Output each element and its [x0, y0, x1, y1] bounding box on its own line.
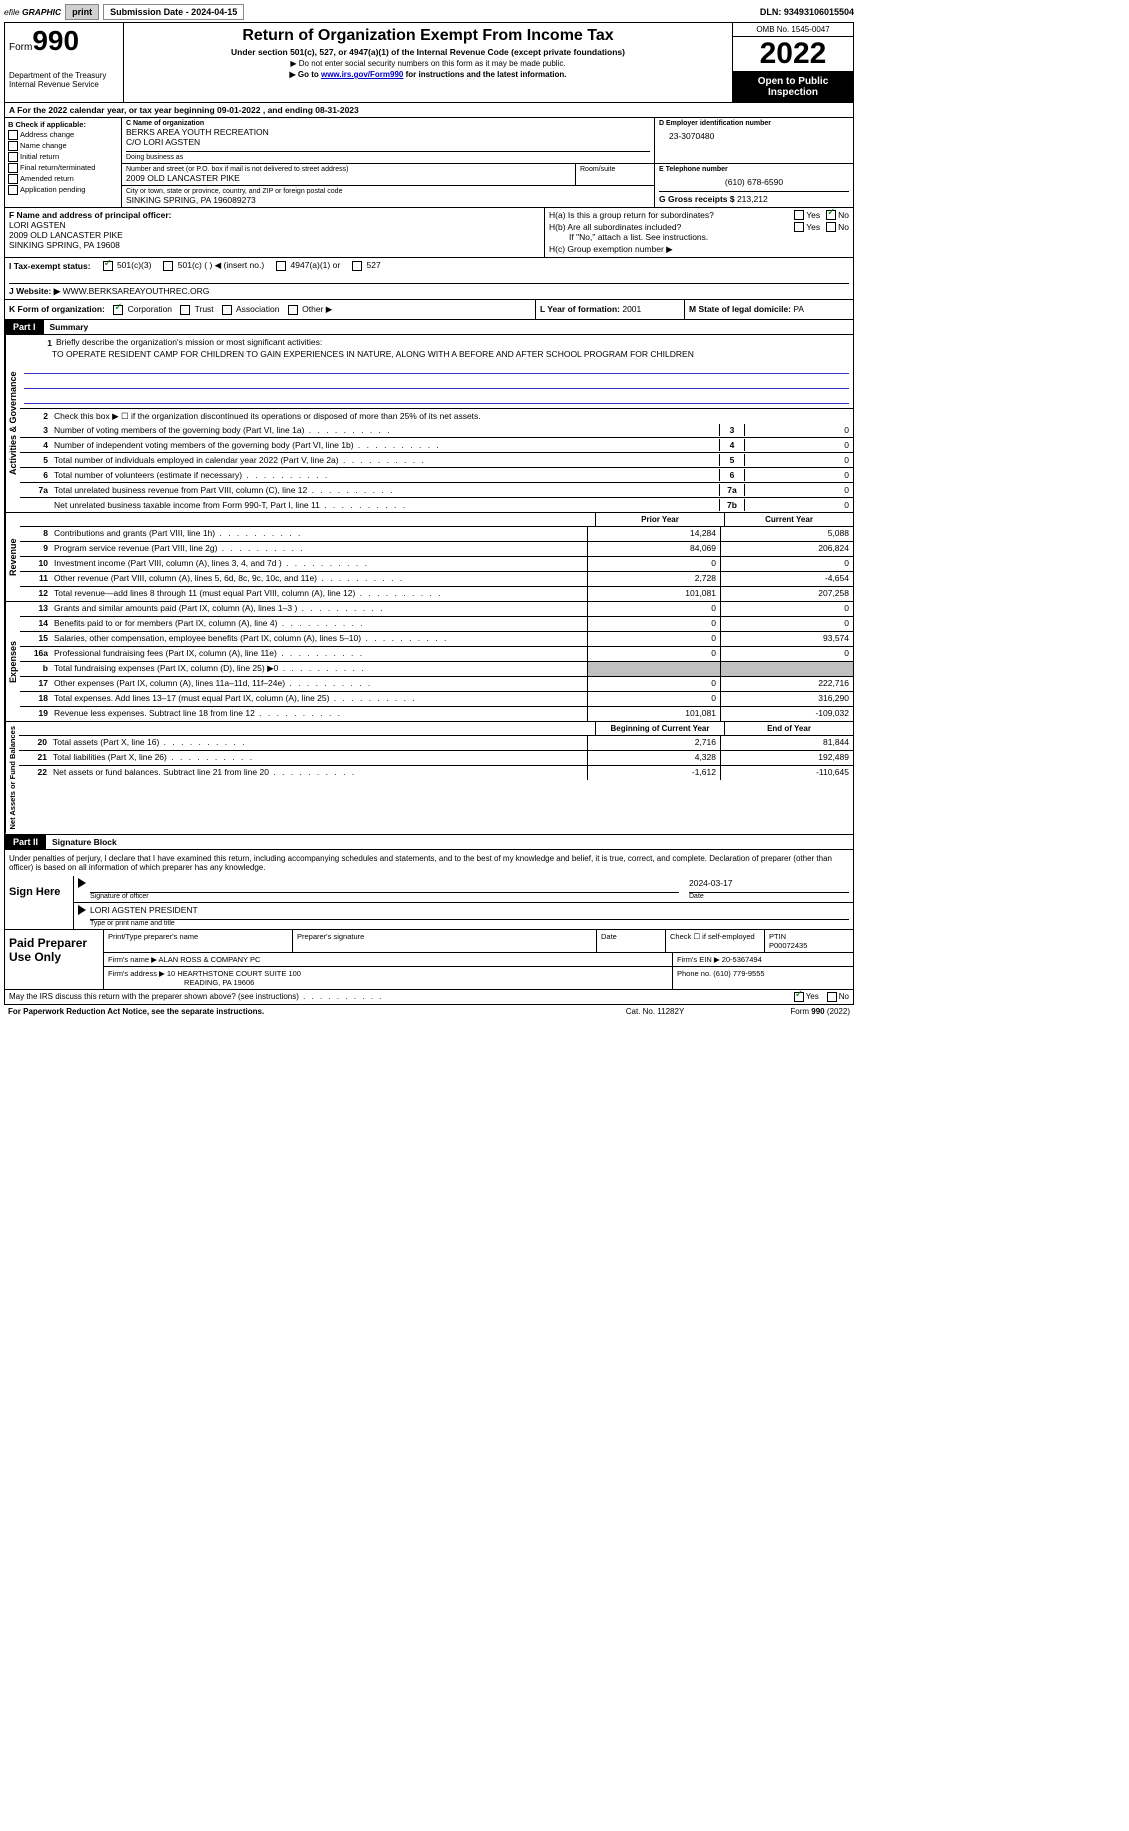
- summary-row: 4Number of independent voting members of…: [20, 438, 853, 453]
- website-url: WWW.BERKSAREAYOUTHREC.ORG: [63, 286, 210, 296]
- principal-officer: F Name and address of principal officer:…: [5, 208, 545, 257]
- print-button[interactable]: print: [65, 4, 99, 20]
- data-row: bTotal fundraising expenses (Part IX, co…: [20, 662, 853, 677]
- footer-row: For Paperwork Reduction Act Notice, see …: [4, 1005, 854, 1018]
- data-row: 22Net assets or fund balances. Subtract …: [19, 766, 853, 780]
- checkbox-name-change[interactable]: [8, 141, 18, 151]
- tax-year-line: A For the 2022 calendar year, or tax yea…: [4, 103, 854, 118]
- entity-info-block: B Check if applicable: Address change Na…: [4, 118, 854, 208]
- checkbox-501c3[interactable]: [103, 261, 113, 271]
- form-id-block: Form990 Department of the Treasury Inter…: [5, 23, 124, 102]
- summary-row: 5Total number of individuals employed in…: [20, 453, 853, 468]
- check-if-applicable: B Check if applicable: Address change Na…: [5, 118, 122, 207]
- checkbox-527[interactable]: [352, 261, 362, 271]
- data-row: 20Total assets (Part X, line 16)2,71681,…: [19, 736, 853, 751]
- checkbox-assoc[interactable]: [222, 305, 232, 315]
- form-title-block: Return of Organization Exempt From Incom…: [124, 23, 732, 102]
- tax-status-row: I Tax-exempt status: 501(c)(3) 501(c) ( …: [4, 258, 854, 300]
- irs-link[interactable]: www.irs.gov/Form990: [321, 70, 403, 79]
- signature-block: Under penalties of perjury, I declare th…: [4, 850, 854, 930]
- data-row: 8Contributions and grants (Part VIII, li…: [20, 527, 853, 542]
- checkbox-ha-yes[interactable]: [794, 210, 804, 220]
- address-block: Number and street (or P.O. box if mail i…: [122, 164, 654, 207]
- checkbox-ha-no[interactable]: [826, 210, 836, 220]
- dln-label: DLN: 93493106015504: [760, 7, 854, 17]
- summary-row: 7aTotal unrelated business revenue from …: [20, 483, 853, 498]
- arrow-icon: [78, 878, 86, 888]
- mission-box: 1Briefly describe the organization's mis…: [20, 335, 853, 409]
- part1-header: Part I Summary: [4, 320, 854, 335]
- data-row: 21Total liabilities (Part X, line 26)4,3…: [19, 751, 853, 766]
- checkbox-501c[interactable]: [163, 261, 173, 271]
- year-block: OMB No. 1545-0047 2022 Open to Public In…: [732, 23, 853, 102]
- org-name-block: C Name of organization BERKS AREA YOUTH …: [122, 118, 655, 163]
- form-header: Form990 Department of the Treasury Inter…: [4, 22, 854, 103]
- checkbox-hb-no[interactable]: [826, 222, 836, 232]
- checkbox-other[interactable]: [288, 305, 298, 315]
- revenue-block: Revenue Prior Year Current Year 8Contrib…: [4, 513, 854, 602]
- activities-governance: Activities & Governance 1Briefly describ…: [4, 335, 854, 513]
- checkbox-4947[interactable]: [276, 261, 286, 271]
- data-row: 12Total revenue—add lines 8 through 11 (…: [20, 587, 853, 601]
- checkbox-hb-yes[interactable]: [794, 222, 804, 232]
- summary-row: Net unrelated business taxable income fr…: [20, 498, 853, 512]
- group-return-block: H(a) Is this a group return for subordin…: [545, 208, 853, 257]
- checkbox-address-change[interactable]: [8, 130, 18, 140]
- data-row: 13Grants and similar amounts paid (Part …: [20, 602, 853, 617]
- discuss-row: May the IRS discuss this return with the…: [4, 990, 854, 1005]
- checkbox-amended[interactable]: [8, 174, 18, 184]
- summary-row: 6Total number of volunteers (estimate if…: [20, 468, 853, 483]
- checkbox-final-return[interactable]: [8, 163, 18, 173]
- paid-preparer-block: Paid Preparer Use Only Print/Type prepar…: [4, 930, 854, 990]
- checkbox-discuss-no[interactable]: [827, 992, 837, 1002]
- checkbox-corp[interactable]: [113, 305, 123, 315]
- form-title: Return of Organization Exempt From Incom…: [130, 27, 726, 45]
- data-row: 16aProfessional fundraising fees (Part I…: [20, 647, 853, 662]
- net-assets-block: Net Assets or Fund Balances Beginning of…: [4, 722, 854, 835]
- checkbox-trust[interactable]: [180, 305, 190, 315]
- top-toolbar: efile GRAPHIC print Submission Date - 20…: [4, 4, 854, 20]
- checkbox-app-pending[interactable]: [8, 185, 18, 195]
- data-row: 14Benefits paid to or for members (Part …: [20, 617, 853, 632]
- data-row: 15Salaries, other compensation, employee…: [20, 632, 853, 647]
- data-row: 11Other revenue (Part VIII, column (A), …: [20, 572, 853, 587]
- form-org-row: K Form of organization: Corporation Trus…: [4, 300, 854, 320]
- ein-block: D Employer identification number 23-3070…: [655, 118, 853, 163]
- data-row: 18Total expenses. Add lines 13–17 (must …: [20, 692, 853, 707]
- data-row: 17Other expenses (Part IX, column (A), l…: [20, 677, 853, 692]
- phone-receipts-block: E Telephone number (610) 678-6590 G Gros…: [654, 164, 853, 207]
- part2-header: Part II Signature Block: [4, 835, 854, 850]
- submission-date: Submission Date - 2024-04-15: [103, 4, 244, 20]
- efile-label: efile GRAPHIC: [4, 7, 61, 17]
- summary-row: 3Number of voting members of the governi…: [20, 423, 853, 438]
- officer-group-block: F Name and address of principal officer:…: [4, 208, 854, 258]
- data-row: 19Revenue less expenses. Subtract line 1…: [20, 707, 853, 721]
- checkbox-initial-return[interactable]: [8, 152, 18, 162]
- arrow-icon: [78, 905, 86, 915]
- checkbox-discuss-yes[interactable]: [794, 992, 804, 1002]
- expenses-block: Expenses 13Grants and similar amounts pa…: [4, 602, 854, 722]
- data-row: 10Investment income (Part VIII, column (…: [20, 557, 853, 572]
- data-row: 9Program service revenue (Part VIII, lin…: [20, 542, 853, 557]
